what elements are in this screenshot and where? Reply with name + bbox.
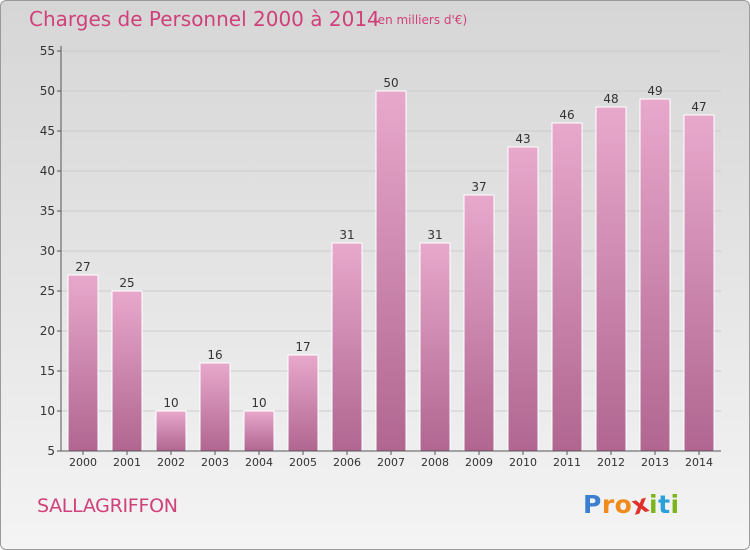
x-tick-label: 2007 bbox=[377, 456, 405, 469]
data-label: 31 bbox=[339, 228, 354, 242]
bar-2012 bbox=[595, 106, 627, 452]
x-tick-label: 2006 bbox=[333, 456, 361, 469]
y-tick-label: 55 bbox=[40, 44, 55, 58]
logo-letter: t bbox=[658, 490, 671, 519]
data-label: 37 bbox=[471, 180, 486, 194]
y-tick-label: 5 bbox=[47, 444, 55, 458]
y-tick-label: 50 bbox=[40, 84, 55, 98]
bar-2007 bbox=[375, 90, 407, 452]
x-tick-label: 2001 bbox=[113, 456, 141, 469]
bar-2014 bbox=[683, 114, 715, 452]
axes bbox=[57, 46, 721, 455]
y-tick-label: 30 bbox=[40, 244, 55, 258]
data-label: 43 bbox=[515, 132, 530, 146]
bar-2006 bbox=[331, 242, 363, 452]
bar-2013 bbox=[639, 98, 671, 452]
data-label: 10 bbox=[251, 396, 266, 410]
x-tick-label: 2003 bbox=[201, 456, 229, 469]
proxiti-logo[interactable]: Proxiti bbox=[583, 488, 680, 520]
bar-2000 bbox=[67, 274, 99, 452]
data-label: 48 bbox=[603, 92, 618, 106]
data-label: 17 bbox=[295, 340, 310, 354]
bar-2008 bbox=[419, 242, 451, 452]
y-tick-label: 35 bbox=[40, 204, 55, 218]
chart-title: Charges de Personnel 2000 à 2014 bbox=[29, 7, 380, 31]
y-tick-label: 20 bbox=[40, 324, 55, 338]
x-tick-label: 2012 bbox=[597, 456, 625, 469]
y-tick-label: 15 bbox=[40, 364, 55, 378]
x-tick-label: 2013 bbox=[641, 456, 669, 469]
data-label: 50 bbox=[383, 76, 398, 90]
bar-2003 bbox=[199, 362, 231, 452]
bar-2004 bbox=[243, 410, 275, 452]
data-label: 46 bbox=[559, 108, 574, 122]
labels: 5 10 15 20 25 30 35 40 45 50 55 27 2000 25 2001 10 2002 1… bbox=[40, 44, 713, 469]
x-tick-label: 2004 bbox=[245, 456, 273, 469]
x-tick-label: 2008 bbox=[421, 456, 449, 469]
bar-2001 bbox=[111, 290, 143, 452]
bar-2011 bbox=[551, 122, 583, 452]
logo-letter: i bbox=[670, 490, 680, 519]
y-tick-label: 10 bbox=[40, 404, 55, 418]
bar-2009 bbox=[463, 194, 495, 452]
x-tick-label: 2009 bbox=[465, 456, 493, 469]
bar-2002 bbox=[155, 410, 187, 452]
x-tick-label: 2011 bbox=[553, 456, 581, 469]
x-tick-label: 2000 bbox=[69, 456, 97, 469]
logo-letter: r bbox=[601, 490, 615, 519]
logo-letter: o bbox=[614, 490, 633, 519]
bar-2010 bbox=[507, 146, 539, 452]
data-label: 49 bbox=[647, 84, 662, 98]
data-label: 10 bbox=[163, 396, 178, 410]
bar-2005 bbox=[287, 354, 319, 452]
logo-letter: i bbox=[649, 490, 659, 519]
data-label: 31 bbox=[427, 228, 442, 242]
chart-subtitle: (en milliers d'€) bbox=[373, 13, 468, 27]
logo-letter: P bbox=[583, 490, 602, 519]
y-tick-label: 40 bbox=[40, 164, 55, 178]
data-label: 16 bbox=[207, 348, 222, 362]
y-tick-label: 45 bbox=[40, 124, 55, 138]
data-label: 27 bbox=[75, 260, 90, 274]
data-label: 47 bbox=[691, 100, 706, 114]
x-tick-label: 2002 bbox=[157, 456, 185, 469]
commune-name: SALLAGRIFFON bbox=[37, 495, 178, 517]
x-tick-label: 2014 bbox=[685, 456, 713, 469]
bars bbox=[67, 90, 715, 452]
data-label: 25 bbox=[119, 276, 134, 290]
x-tick-label: 2005 bbox=[289, 456, 317, 469]
x-tick-label: 2010 bbox=[509, 456, 537, 469]
y-tick-label: 25 bbox=[40, 284, 55, 298]
